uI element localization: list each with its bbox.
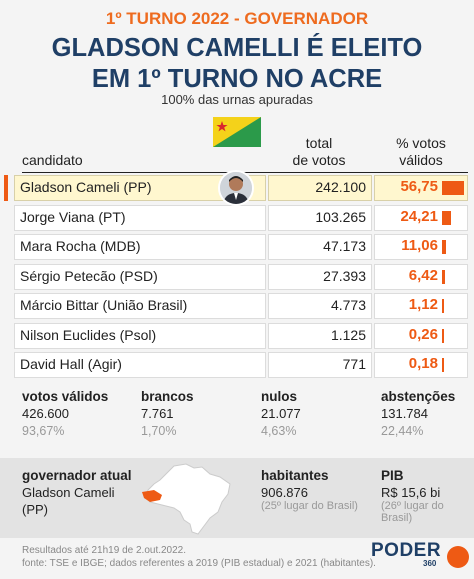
logo-sub-text: 360: [423, 559, 437, 568]
winner-accent: [4, 175, 8, 201]
header-valid-pct: % votos válidos: [378, 135, 464, 169]
votes-cell: [268, 322, 372, 349]
candidate-name: Jorge Viana (PT): [20, 208, 126, 225]
pct-bar: [442, 269, 445, 284]
candidate-votes: 4.773: [330, 297, 366, 313]
candidate-pct: 0,26: [408, 325, 438, 343]
candidate-name: Márcio Bittar (União Brasil): [20, 297, 188, 313]
votes-cell: [268, 293, 372, 319]
summary-null-label: nulos: [261, 389, 297, 404]
candidate-pct: 11,06: [401, 237, 438, 254]
candidate-name: David Hall (Agir): [20, 356, 122, 372]
population-value: 906.876: [261, 485, 308, 500]
pct-cell: [374, 234, 468, 260]
pct-bar: [442, 328, 444, 343]
votes-cell: [268, 352, 372, 378]
gdp-label: PIB: [381, 468, 404, 483]
gdp-rank: (26º lugar do Brasil): [381, 500, 444, 524]
table-row: Márcio Bittar (União Brasil) 4.773 1,12: [0, 293, 474, 319]
header-total-line-2: de votos: [292, 152, 346, 168]
kicker: 1º TURNO 2022 - GOVERNADOR: [105, 9, 369, 28]
candidate-pct: 6,42: [408, 266, 438, 284]
headline-line-2: EM 1º TURNO NO ACRE: [91, 65, 383, 93]
votes-cell: [268, 175, 372, 201]
headline: GLADSON CAMELLI É ELEITO EM 1º TURNO NO …: [0, 33, 474, 95]
candidate-name: Nilson Euclides (Psol): [20, 326, 157, 343]
governor-name-line-2: (PP): [22, 502, 48, 517]
table-row: Gladson Cameli (PP) 242.100 56,75: [0, 175, 474, 201]
logo-dot-icon: [447, 546, 469, 568]
name-cell: [14, 352, 266, 378]
summary-valid-pct: 93,67%: [22, 424, 65, 438]
candidate-pct: 24,21: [400, 207, 438, 225]
table-row: David Hall (Agir) 771 0,18: [0, 352, 474, 378]
header-total-line-1: total: [305, 135, 333, 151]
table-row: Sérgio Petecão (PSD) 27.393 6,42: [0, 263, 474, 290]
summary-null-pct: 4,63%: [261, 424, 297, 438]
candidate-pct: 1,12: [408, 296, 438, 313]
pct-cell: [374, 293, 468, 319]
pct-bar: [442, 240, 447, 254]
summary-valid-value: 426.600: [22, 406, 69, 421]
summary-blank-value: 7.761: [141, 406, 174, 421]
summary-abstention-label: abstenções: [381, 389, 456, 404]
name-cell: [14, 204, 266, 231]
governor-label: governador atual: [22, 468, 132, 483]
candidate-votes: 771: [342, 356, 366, 372]
state-info-panel: [0, 458, 474, 538]
table-row: Nilson Euclides (Psol) 1.125 0,26: [0, 322, 474, 349]
population-label: habitantes: [261, 468, 329, 483]
candidate-name: Gladson Cameli (PP): [20, 179, 152, 195]
votes-cell: [268, 204, 372, 231]
name-cell: [14, 293, 266, 319]
pct-bar: [442, 181, 464, 195]
table-row: Mara Rocha (MDB) 47.173 11,06: [0, 234, 474, 260]
pct-bar: [442, 299, 444, 313]
headline-line-1: GLADSON CAMELLI É ELEITO: [51, 34, 423, 62]
pct-cell: [374, 204, 468, 231]
candidate-pct: 56,75: [400, 178, 438, 195]
pct-cell: [374, 322, 468, 349]
candidate-votes: 1.125: [330, 326, 366, 343]
acre-flag-icon: [213, 117, 261, 147]
candidate-votes: 103.265: [315, 208, 366, 225]
header-pct-line-1: % votos: [396, 135, 446, 151]
votes-cell: [268, 234, 372, 260]
gdp-value: R$ 15,6 bi: [381, 485, 441, 500]
header-candidate: candidato: [22, 152, 83, 168]
header-pct-line-2: válidos: [399, 152, 443, 168]
footer-source: fonte: TSE e IBGE; dados referentes a 20…: [22, 558, 376, 569]
candidate-votes: 47.173: [323, 238, 366, 254]
header-total-votes: total de votos: [276, 135, 362, 169]
brazil-map-icon: [142, 463, 231, 535]
person-portrait-icon: [220, 172, 252, 204]
summary-null-value: 21.077: [261, 406, 301, 421]
logo-main-text: PODER: [371, 540, 442, 561]
pct-cell: [374, 352, 468, 378]
summary-blank-pct: 1,70%: [141, 424, 177, 438]
summary-blank-label: brancos: [141, 389, 194, 404]
candidate-votes: 27.393: [323, 267, 366, 284]
summary-abstention-pct: 22,44%: [381, 424, 424, 438]
footer-note-1: Resultados até 21h19 de 2.out.2022.: [22, 545, 187, 556]
pct-cell: [374, 263, 468, 290]
candidate-pct: 0,18: [408, 355, 438, 372]
winner-avatar: [218, 170, 254, 206]
summary-valid-label: votos válidos: [22, 389, 109, 404]
name-cell: [14, 322, 266, 349]
population-rank: (25º lugar do Brasil): [261, 500, 358, 512]
poder360-logo: PODER 360: [371, 540, 442, 569]
candidate-name: Sérgio Petecão (PSD): [20, 267, 158, 284]
name-cell: [14, 234, 266, 260]
subtitle: 100% das urnas apuradas: [161, 92, 313, 107]
summary-abstention-value: 131.784: [381, 406, 428, 421]
pct-bar: [442, 358, 444, 372]
candidate-votes: 242.100: [315, 179, 366, 195]
candidate-name: Mara Rocha (MDB): [20, 238, 141, 254]
governor-name-line-1: Gladson Cameli: [22, 485, 115, 500]
pct-bar: [442, 210, 452, 225]
name-cell: [14, 263, 266, 290]
table-row: Jorge Viana (PT) 103.265 24,21: [0, 204, 474, 231]
votes-cell: [268, 263, 372, 290]
